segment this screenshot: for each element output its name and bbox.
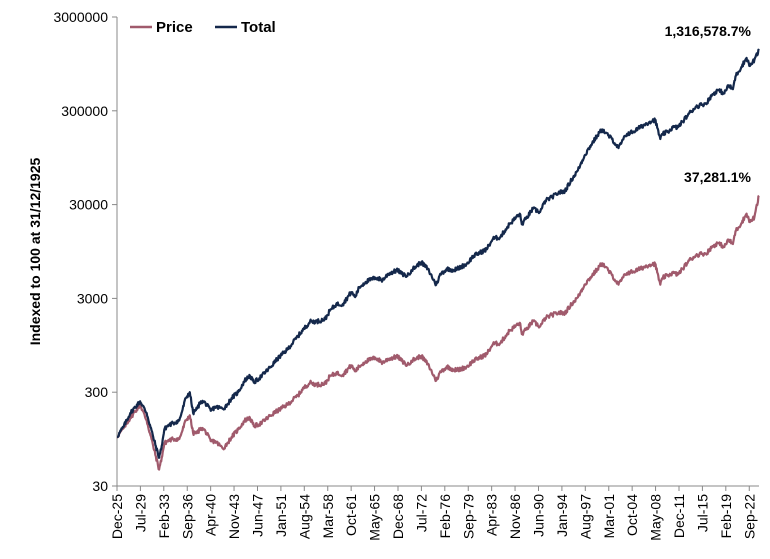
- series-line-price: [116, 194, 760, 471]
- x-tick-label: Apr-40: [203, 494, 219, 536]
- y-tick-label: 3000: [77, 290, 108, 306]
- axes: [112, 16, 759, 491]
- x-tick-label: Sep-22: [741, 494, 757, 539]
- end-label-price: 37,281.1%: [684, 169, 751, 185]
- y-tick-label: 30: [92, 478, 108, 494]
- x-tick-label: Apr-83: [484, 494, 500, 536]
- x-tick-label: Nov-86: [507, 494, 523, 539]
- legend-label-price: Price: [156, 19, 193, 36]
- x-tick-label: Jul-72: [413, 494, 429, 532]
- x-tick-label: Sep-36: [179, 494, 195, 539]
- x-tick-label: Dec-25: [109, 494, 125, 539]
- x-tick-label: May-65: [367, 494, 383, 541]
- x-tick-label: Oct-61: [343, 494, 359, 536]
- x-tick-label: Feb-33: [156, 494, 172, 539]
- x-tick-label: Dec-11: [671, 494, 687, 538]
- x-tick-label: Jun-90: [531, 494, 547, 537]
- legend-label-total: Total: [241, 19, 276, 36]
- x-tick-label: May-08: [648, 494, 664, 541]
- y-tick-label: 30000: [69, 197, 108, 213]
- x-tick-label: Feb-19: [718, 494, 734, 539]
- x-tick-label: Oct-04: [624, 494, 640, 536]
- x-tick-label: Mar-01: [601, 494, 617, 539]
- y-tick-label: 300: [85, 384, 109, 400]
- y-tick-label: 3000000: [53, 9, 108, 25]
- tick-labels: 30 300 3000 30000 300000 3000000 Dec-25 Jul-29 F…: [53, 9, 757, 541]
- x-tick-label: Jul-15: [694, 494, 710, 532]
- x-tick-label: Dec-68: [390, 494, 406, 539]
- x-tick-label: Mar-58: [320, 494, 336, 539]
- y-tick-label: 300000: [61, 103, 108, 119]
- end-label-total: 1,316,578.7%: [665, 23, 752, 39]
- x-tick-label: Aug-97: [577, 494, 593, 539]
- x-tick-label: Jan-94: [554, 494, 570, 537]
- x-tick-label: Feb-76: [437, 494, 453, 539]
- x-tick-label: Jun-47: [250, 494, 266, 537]
- series-line-total: [116, 48, 760, 459]
- legend: Price Total: [130, 19, 276, 36]
- y-axis-title: Indexed to 100 at 31/12/1925: [27, 158, 43, 346]
- series-lines: [116, 48, 760, 471]
- end-labels: 1,316,578.7% 37,281.1%: [665, 23, 752, 185]
- x-tick-label: Jan-51: [273, 494, 289, 537]
- x-tick-label: Nov-43: [226, 494, 242, 539]
- x-tick-label: Jul-29: [132, 494, 148, 532]
- x-tick-label: Aug-54: [296, 494, 312, 539]
- x-tick-label: Sep-79: [460, 494, 476, 539]
